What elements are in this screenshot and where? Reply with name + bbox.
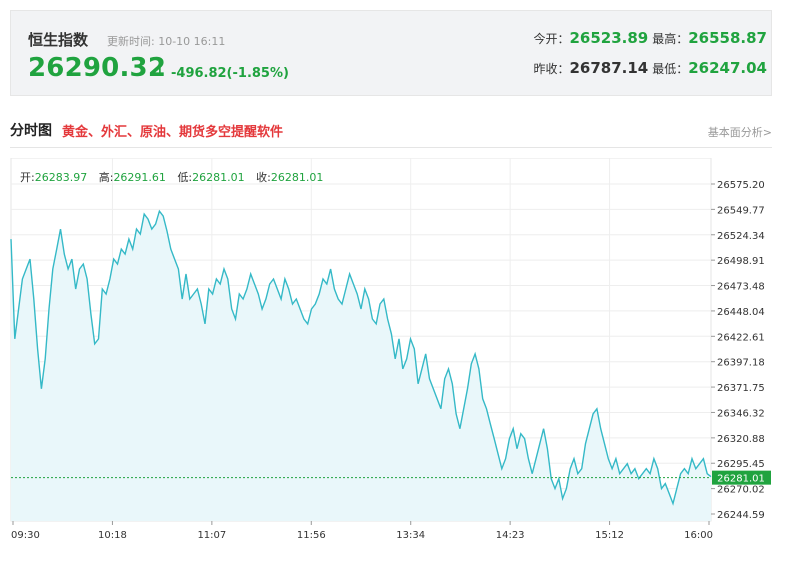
x-tick-label: 11:56 — [297, 530, 326, 541]
y-tick-label: 26397.18 — [717, 358, 765, 369]
low-value: 26247.04 — [688, 59, 767, 77]
index-name: 恒生指数 — [28, 31, 89, 49]
update-time-value: 10-10 16:11 — [158, 35, 226, 48]
x-tick-label: 14:23 — [496, 530, 525, 541]
y-tick-label: 26448.04 — [717, 307, 765, 318]
x-tick-label: 10:18 — [98, 530, 127, 541]
price-stats: 今开： 26523.89 最高： 26558.87 昨收： 26787.14 最… — [507, 29, 767, 89]
x-tick-label: 13:34 — [396, 530, 425, 541]
ohlc-close-value: 26281.01 — [270, 171, 324, 184]
ohlc-high-label: 高: — [98, 171, 114, 184]
section-title: 分时图 — [10, 123, 52, 139]
section-divider — [10, 147, 772, 148]
open-label: 今开： — [533, 32, 570, 46]
y-tick-label: 26371.75 — [717, 383, 765, 394]
fundamental-analysis-link[interactable]: 基本面分析> — [707, 126, 772, 139]
intraday-chart[interactable]: 26575.20 26549.77 26524.34 26498.91 26473.48… — [10, 157, 772, 550]
y-tick-label: 26498.91 — [717, 256, 765, 267]
x-tick-label: 09:30 — [11, 530, 40, 541]
update-time: 更新时间: 10-10 16:11 — [107, 33, 225, 49]
ohlc-readout: 开:26283.97 高:26291.61 低:26281.01 收:26281… — [20, 169, 331, 185]
promo-link[interactable]: 黄金、外汇、原油、期货多空提醒软件 — [62, 125, 284, 140]
prev-close-label: 昨收： — [533, 62, 570, 76]
down-arrow-icon: ↓ — [154, 64, 166, 80]
stat-row-open-high: 今开： 26523.89 最高： 26558.87 — [507, 29, 767, 59]
current-price-tag: 26281.01 — [712, 470, 771, 485]
ohlc-low-label: 低: — [177, 171, 193, 184]
y-tick-label: 26422.61 — [717, 332, 765, 343]
x-axis-ticks: 09:30 10:18 11:07 11:56 13:34 14:23 15:12 16:00 — [11, 521, 713, 541]
current-price-tag-bg — [712, 470, 771, 485]
y-axis-ticks: 26575.20 26549.77 26524.34 26498.91 26473.48… — [711, 180, 765, 521]
y-tick-label: 26549.77 — [717, 205, 765, 216]
open-value: 26523.89 — [569, 29, 649, 47]
price-line — [10, 209, 712, 506]
y-tick-label: 26244.59 — [717, 510, 765, 521]
ohlc-close-label: 收: — [256, 171, 271, 184]
quote-panel: 恒生指数 更新时间: 10-10 16:11 26290.32 ↓ -496.8… — [10, 10, 772, 96]
y-tick-label: 26575.20 — [717, 180, 765, 191]
chart-svg: 26575.20 26549.77 26524.34 26498.91 26473.48… — [10, 157, 771, 541]
current-price-tag-label: 26281.01 — [717, 474, 765, 485]
y-tick-label: 26473.48 — [717, 282, 765, 293]
stat-row-close-low: 昨收： 26787.14 最低： 26247.04 — [507, 59, 767, 89]
y-tick-label: 26320.88 — [717, 434, 765, 445]
ohlc-open-label: 开: — [20, 171, 35, 184]
prev-close-value: 26787.14 — [569, 59, 649, 77]
ohlc-high-value: 26291.61 — [113, 171, 166, 184]
y-tick-label: 26346.32 — [717, 408, 765, 419]
price-area-fill — [11, 211, 711, 521]
y-tick-label: 26295.45 — [717, 459, 765, 470]
ohlc-open-value: 26283.97 — [34, 171, 88, 184]
y-tick-label: 26270.02 — [717, 485, 765, 496]
x-tick-label: 15:12 — [595, 530, 624, 541]
current-price: 26290.32 — [28, 53, 167, 83]
ohlc-low-value: 26281.01 — [192, 171, 245, 184]
x-tick-label: 16:00 — [684, 530, 713, 541]
high-value: 26558.87 — [688, 29, 767, 47]
update-label: 更新时间: — [107, 35, 155, 48]
high-label: 最高： — [652, 32, 689, 46]
low-label: 最低： — [652, 62, 689, 76]
y-tick-label: 26524.34 — [717, 231, 765, 242]
x-tick-label: 11:07 — [197, 530, 226, 541]
price-change: -496.82(-1.85%) — [171, 66, 289, 81]
